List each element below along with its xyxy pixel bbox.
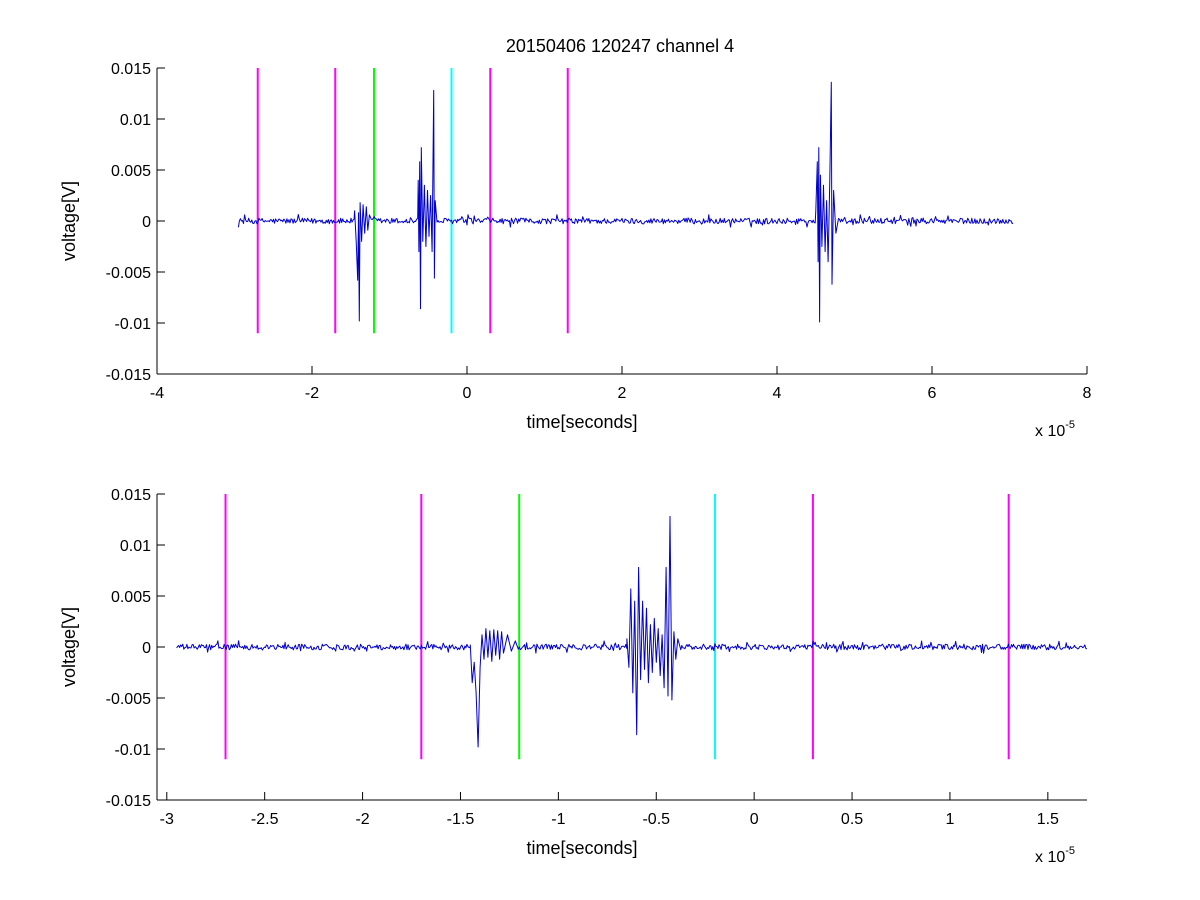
- y-tick-label: 0.015: [111, 487, 151, 504]
- signal-trace: [176, 515, 1088, 748]
- x-tick-label: -0.5: [642, 811, 670, 828]
- y-tick-label: 0: [142, 640, 151, 657]
- x-tick-label: 0: [463, 385, 472, 402]
- x-axis-label: time[seconds]: [526, 412, 637, 432]
- y-tick-label: 0.01: [120, 538, 151, 555]
- x-tick-label: -3: [160, 811, 174, 828]
- x-tick-label: -1.5: [447, 811, 475, 828]
- x-axis-label: time[seconds]: [526, 838, 637, 858]
- y-tick-label: 0.015: [111, 61, 151, 78]
- x-tick-label: -4: [150, 385, 164, 402]
- x-tick-label: -2: [305, 385, 319, 402]
- x-tick-label: 1: [945, 811, 954, 828]
- plot-bottom: -0.015 -0.01 -0.005 0 0.005 0.01 0.015 -3 -2.5 -2…: [59, 487, 1088, 866]
- x-tick-label: 1.5: [1037, 811, 1059, 828]
- y-tick-label: 0.005: [111, 163, 151, 180]
- y-tick-label: -0.015: [106, 367, 151, 384]
- y-tick-label: -0.005: [106, 265, 151, 282]
- x-tick-label: 8: [1083, 385, 1092, 402]
- x-tick-label: 4: [773, 385, 782, 402]
- y-axis-label: voltage[V]: [59, 181, 79, 261]
- x-tick-label: -1: [551, 811, 565, 828]
- x-tick-label: 0: [750, 811, 759, 828]
- x-exponent-base: x 10: [1035, 423, 1065, 440]
- plot-top: -0.015 -0.01 -0.005 0 0.005 0.01 0.015 -4 -2 0 2 4 6…: [59, 61, 1092, 440]
- y-tick-label: 0.01: [120, 112, 151, 129]
- x-exponent-power: -5: [1065, 845, 1075, 857]
- signal-trace: [237, 81, 1014, 323]
- y-axis-label: voltage[V]: [59, 607, 79, 687]
- plot-area: [157, 494, 1087, 800]
- x-exponent-base: x 10: [1035, 849, 1065, 866]
- y-tick-label: 0: [142, 214, 151, 231]
- x-tick-label: 0.5: [841, 811, 863, 828]
- y-tick-label: -0.01: [115, 742, 152, 759]
- y-tick-label: 0.005: [111, 589, 151, 606]
- x-tick-label: -2: [355, 811, 369, 828]
- x-exponent-label: x 10-5: [1035, 419, 1075, 440]
- x-tick-label: -2.5: [251, 811, 279, 828]
- x-tick-label: 6: [928, 385, 937, 402]
- x-tick-label: 2: [618, 385, 627, 402]
- y-tick-label: -0.005: [106, 691, 151, 708]
- y-tick-label: -0.015: [106, 793, 151, 810]
- y-tick-label: -0.01: [115, 316, 152, 333]
- x-exponent-label: x 10-5: [1035, 845, 1075, 866]
- figure-title: 20150406 120247 channel 4: [506, 36, 734, 56]
- x-exponent-power: -5: [1065, 419, 1075, 431]
